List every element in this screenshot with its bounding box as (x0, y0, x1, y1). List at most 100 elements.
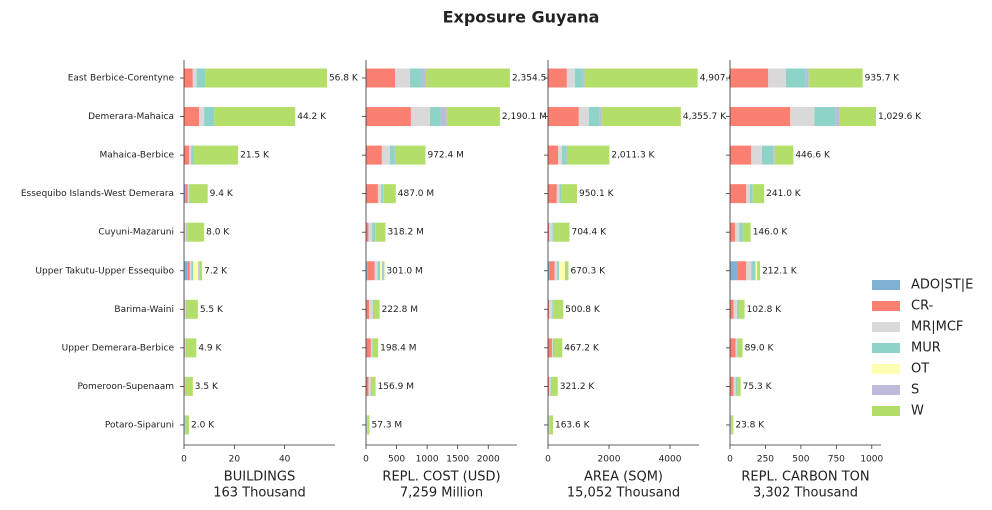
total-label: 156.9 M (378, 382, 414, 392)
bar-segment (746, 261, 752, 281)
total-label: 89.0 K (745, 343, 775, 353)
bar-segment (372, 338, 379, 358)
total-label: 446.6 K (795, 151, 831, 161)
bar-segment (773, 145, 775, 165)
bar-segment (566, 68, 575, 88)
bar-segment (549, 376, 551, 396)
bar-segment (372, 222, 376, 242)
total-label: 5.5 K (200, 305, 224, 315)
bar-segment (733, 376, 736, 396)
bar-segment (367, 415, 368, 435)
bar-segment (383, 184, 384, 204)
x-tick-label: 500 (388, 455, 405, 465)
bar-segment (184, 145, 190, 165)
bar-segment (366, 415, 368, 435)
x-tick-label: 1500 (446, 455, 469, 465)
bar-segment (199, 261, 203, 281)
total-label: 2,011.3 K (611, 151, 655, 161)
bar-segment (549, 299, 553, 319)
bar-segment (808, 68, 863, 88)
x-tick-label: 40 (279, 455, 291, 465)
bar-segment (548, 299, 550, 319)
bar-segment (768, 68, 787, 88)
bar-segment (790, 107, 815, 127)
bar-segment (582, 68, 585, 88)
bar-segment (548, 184, 557, 204)
bar-segment (556, 184, 560, 204)
bar-segment (366, 107, 411, 127)
bar-segment (382, 261, 385, 281)
total-label: 163.6 K (555, 420, 591, 430)
bar-segment (214, 107, 296, 127)
bar-segment (191, 145, 194, 165)
bar-segment (187, 184, 189, 204)
total-label: 102.8 K (747, 305, 783, 315)
total-label: 487.0 M (398, 189, 434, 199)
bar-segment (548, 68, 567, 88)
x-axis-label: BUILDINGS (224, 470, 295, 485)
bar-segment (440, 107, 447, 127)
bar-segment (366, 184, 378, 204)
bar-segment (730, 222, 735, 242)
legend-swatch (872, 301, 900, 311)
bar-segment (558, 145, 563, 165)
bar-segment (429, 107, 441, 127)
x-tick-label: 20 (229, 455, 241, 465)
bar-segment (751, 261, 756, 281)
bar-segment (551, 376, 558, 396)
x-tick-label: 500 (792, 455, 809, 465)
total-label: 4.9 K (198, 343, 222, 353)
total-label: 57.3 M (372, 420, 403, 430)
bar-segment (366, 222, 369, 242)
bar-segment (368, 376, 371, 396)
bar-segment (184, 299, 187, 319)
total-label: 56.8 K (329, 74, 359, 84)
y-tick-label: Barima-Waini (114, 305, 174, 315)
bar-segment (193, 145, 239, 165)
bar-segment (565, 261, 569, 281)
chart-title: Exposure Guyana (443, 8, 600, 27)
bar-segment (599, 107, 602, 127)
legend-label: MUR (911, 341, 941, 356)
total-label: 198.4 M (380, 343, 416, 353)
y-tick-label: Cuyuni-Mazaruni (98, 228, 174, 238)
bar-segment (425, 68, 510, 88)
bar-segment (549, 222, 553, 242)
bar-segment (186, 222, 188, 242)
bar-segment (193, 261, 199, 281)
bar-segment (554, 261, 558, 281)
bar-segment (737, 261, 747, 281)
bar-segment (446, 107, 500, 127)
bar-segment (395, 68, 411, 88)
bar-segment (548, 107, 579, 127)
panel: 4,907.0 K 4,355.7 K 2,011.3 K 950.1 K 704.4 … (544, 60, 744, 501)
bar-segment (186, 376, 193, 396)
bar-segment (746, 184, 750, 204)
bar-segment (189, 145, 192, 165)
total-label: 21.5 K (240, 151, 270, 161)
bar-segment (548, 261, 550, 281)
total-label: 44.2 K (297, 112, 327, 122)
bar-segment (559, 184, 562, 204)
y-tick-label: East Berbice-Corentyne (68, 74, 175, 84)
total-label: 2.0 K (191, 420, 215, 430)
bar-segment (381, 145, 390, 165)
bar-segment (199, 107, 205, 127)
total-label: 972.4 M (427, 151, 463, 161)
bar-segment (368, 222, 373, 242)
x-tick-label: 250 (757, 455, 774, 465)
bar-segment (184, 338, 186, 358)
bar-segment (369, 299, 373, 319)
bar-segment (552, 222, 554, 242)
panel: 56.8 K East Berbice-Corentyne 44.2 K Demera… (21, 60, 359, 501)
y-tick-label: Demerara-Mahaica (88, 112, 174, 122)
legend-label: CR- (911, 299, 934, 314)
x-axis-sublabel: 3,302 Thousand (753, 486, 858, 501)
total-label: 8.0 K (206, 228, 230, 238)
bar-segment (557, 261, 559, 281)
bar-segment (550, 376, 552, 396)
x-axis-label: AREA (SQM) (584, 470, 663, 485)
panel: 2,354.5 M 2,190.1 M 972.4 M 487.0 M 318.2 M 3… (362, 60, 557, 501)
bar-segment (184, 68, 193, 88)
